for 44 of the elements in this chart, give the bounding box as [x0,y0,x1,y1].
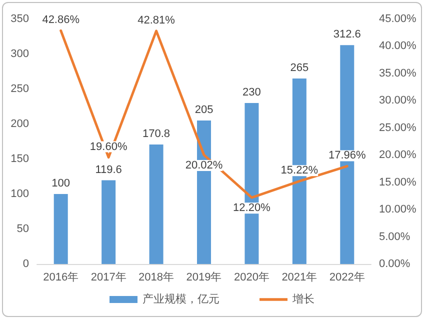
x-tick-label: 2016年 [43,272,79,284]
x-tick-label: 2020年 [234,272,270,284]
bar [54,194,68,264]
legend-label: 产业规模，亿元 [142,292,220,306]
y-tick-label: 150 [10,153,29,165]
data-label: 265 [290,62,309,74]
y-tick-label: 0 [22,258,29,270]
y-tick-label: 250 [10,83,29,95]
y-tick-label: 200 [10,118,29,130]
data-label: 15.22% [280,164,318,177]
y2-tick-label: 30.00% [379,94,417,107]
data-label: 20.02% [185,160,223,172]
data-label: 19.60% [90,140,128,153]
y-tick-label: 100 [10,188,29,200]
legend-label: 增长 [292,292,314,306]
x-tick-label: 2017年 [90,272,126,284]
y2-tick-label: 45.00% [379,13,417,25]
x-tick-label: 2019年 [186,272,222,284]
y2-tick-label: 0.00% [379,258,410,270]
x-tick-label: 2021年 [282,272,318,284]
y-tick-label: 350 [10,13,29,25]
data-label: 100 [52,178,70,190]
data-label: 170.8 [142,128,170,140]
data-label: 205 [194,104,214,116]
data-label: 42.86% [42,14,80,26]
y-tick-label: 50 [16,223,29,235]
y2-tick-label: 25.00% [379,122,417,134]
y2-tick-label: 15.00% [379,176,417,188]
bar [102,180,116,264]
data-label: 12.20% [233,202,271,214]
x-tick-label: 2018年 [138,272,174,284]
y2-tick-label: 35.00% [379,67,417,80]
x-tick-label: 2022年 [329,272,365,284]
y-tick-label: 300 [10,48,29,60]
bar [149,144,164,264]
y2-tick-label: 20.00% [379,149,417,162]
y2-tick-label: 10.00% [379,204,417,216]
data-label: 230 [242,86,261,98]
y2-tick-label: 5.00% [379,230,410,243]
data-label: 42.81% [138,14,176,26]
y2-tick-label: 40.00% [379,40,417,52]
data-label: 119.6 [95,164,122,176]
data-label: 312.6 [333,28,361,41]
data-label: 17.96% [328,150,366,162]
